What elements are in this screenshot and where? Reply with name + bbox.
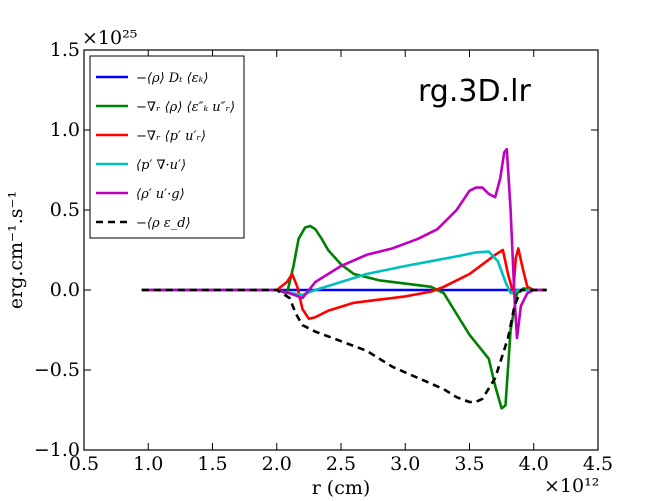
x-tick-label: 1.5 xyxy=(197,453,227,475)
y-tick-label: 0.5 xyxy=(50,199,80,221)
x-tick-label: 3.0 xyxy=(390,453,420,475)
series-line-6 xyxy=(141,288,547,404)
x-multiplier: ×10¹² xyxy=(544,475,599,497)
y-tick-label: 0.0 xyxy=(50,279,80,301)
series-group xyxy=(141,147,547,410)
x-tick-label: 2.5 xyxy=(326,453,356,475)
x-tick-label: 3.5 xyxy=(454,453,484,475)
legend-label-3: −∇ᵣ ⟨p′ u′ᵣ⟩ xyxy=(136,129,206,144)
x-tick-label: 4.5 xyxy=(583,453,613,475)
legend-box xyxy=(89,55,245,239)
x-tick-label: 2.0 xyxy=(262,453,292,475)
legend-label-6: −⟨ρ ε_d⟩ xyxy=(136,216,191,231)
y-tick-label: 1.5 xyxy=(50,39,80,61)
legend-label-4: ⟨p′ ∇·u′⟩ xyxy=(136,158,186,173)
x-tick-label: 0.5 xyxy=(69,453,99,475)
x-tick-label: 4.0 xyxy=(519,453,549,475)
series-line-2 xyxy=(141,224,547,410)
y-tick-label: −0.5 xyxy=(34,359,80,381)
legend-label-2: −∇ᵣ ⟨ρ⟩ ⟨ε″ₖ u″ᵣ⟩ xyxy=(136,100,235,115)
series-line-3 xyxy=(141,247,547,321)
series-line-4 xyxy=(141,250,547,297)
legend-label-5: ⟨ρ′ u′·g⟩ xyxy=(136,187,185,202)
y-multiplier: ×10²⁵ xyxy=(82,27,137,49)
x-tick-label: 1.0 xyxy=(133,453,163,475)
legend: −⟨ρ⟩ Dₜ ⟨εₖ⟩ −∇ᵣ ⟨ρ⟩ ⟨ε″ₖ u″ᵣ⟩ −∇ᵣ ⟨p′ u′ᵣ… xyxy=(89,55,245,239)
series-line-5 xyxy=(141,147,547,340)
legend-label-1: −⟨ρ⟩ Dₜ ⟨εₖ⟩ xyxy=(136,71,208,86)
x-axis-label: r (cm) xyxy=(312,477,371,499)
y-tick-label: 1.0 xyxy=(50,119,80,141)
chart-annotation: rg.3D.lr xyxy=(418,74,531,109)
y-axis-label: erg.cm⁻¹.s⁻¹ xyxy=(5,191,27,309)
y-tick-label: −1.0 xyxy=(34,439,80,461)
ticks: 0.5 1.0 1.5 2.0 2.5 3.0 3.5 4.0 4.5 −1.0 −0.5 0.0 0.… xyxy=(34,39,613,475)
